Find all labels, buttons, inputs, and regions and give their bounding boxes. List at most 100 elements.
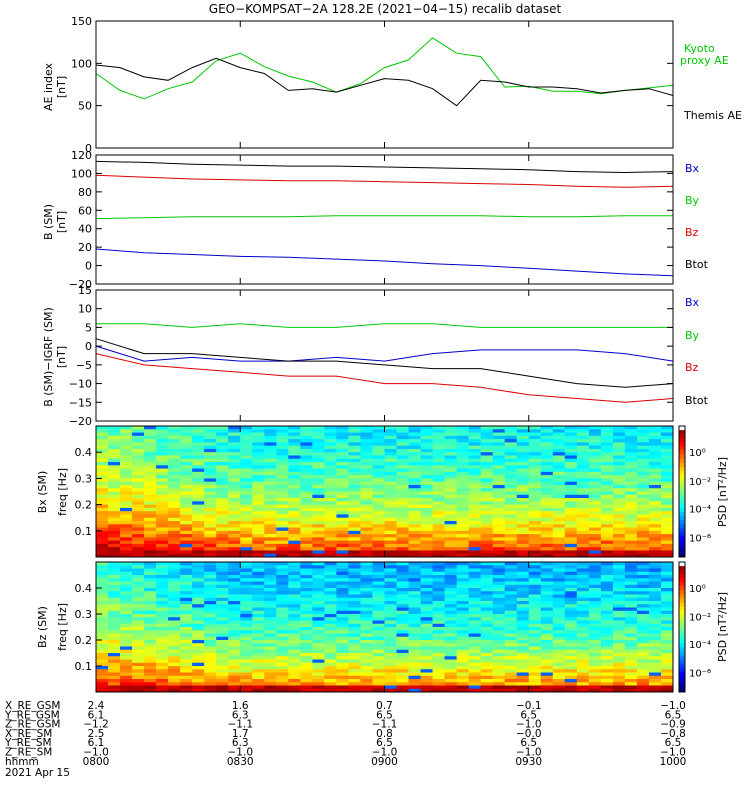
spec-bz-cell: [420, 643, 433, 647]
spec-bx-cell: [252, 442, 265, 447]
spec-bx-cell: [312, 550, 325, 555]
spec-bz-cell: [612, 662, 626, 667]
spec-bx-cell: [648, 448, 662, 453]
spec-bz-cell: [156, 597, 169, 602]
spec-bx-cell: [564, 458, 578, 463]
spec-bz-cell: [504, 568, 518, 573]
spec-bz-cell: [204, 578, 217, 582]
dbigrf-series-by: [96, 323, 673, 328]
spec-bx-cell: [396, 527, 409, 532]
spec-bz-cell: [516, 597, 530, 602]
spec-bx-cell: [144, 498, 157, 502]
spec-bx-cell: [288, 504, 301, 509]
spec-bx-cell: [228, 537, 241, 542]
spec-bx-cell: [624, 439, 638, 443]
spec-bz-cell: [624, 675, 638, 680]
spec-bx-cell: [300, 504, 313, 509]
spec-bz-cell: [468, 672, 482, 677]
spec-bx-cell: [96, 498, 109, 502]
spec-bx-cell: [612, 478, 626, 483]
spec-bx-cell: [156, 475, 169, 479]
ephemeris-cell: 6.5: [376, 737, 393, 749]
spec-bx-cell: [528, 432, 542, 437]
spec-bx-cell: [468, 475, 482, 479]
spec-bx-cell: [216, 484, 229, 489]
spec-bz-cell: [216, 604, 229, 608]
spec-bz-cell: [204, 604, 217, 608]
spec-bz-cell: [192, 649, 205, 654]
spec-bx-cell: [468, 530, 482, 535]
spec-bx-cell: [96, 507, 109, 512]
spec-bx-cell: [444, 543, 458, 548]
spec-bx-cell: [168, 514, 181, 519]
spec-bz-cell: [576, 571, 590, 576]
spec-bx-cell: [108, 534, 121, 538]
spec-bz-cell: [120, 584, 133, 589]
spec-bx-cell: [288, 471, 301, 476]
spec-bz-cell: [96, 575, 109, 579]
spec-bz-cell: [288, 653, 301, 657]
spec-bx-cell: [204, 498, 217, 502]
spec-bz-cell: [132, 679, 145, 683]
spec-bz-cell: [384, 656, 397, 660]
spec-bx-cell: [456, 491, 470, 496]
spec-bx-cell: [408, 550, 421, 555]
spec-bz-cell: [480, 682, 494, 686]
spec-bx-cell: [420, 488, 433, 492]
spec-bz-cell: [372, 633, 385, 638]
spec-bx-cell: [468, 426, 482, 430]
spec-bz-cell: [360, 581, 373, 586]
spec-bx-cell: [336, 550, 349, 555]
spec-bx-cell: [372, 498, 385, 502]
spec-bz-cell: [108, 659, 121, 664]
spec-bz-cell: [540, 640, 554, 644]
spec-bx-cell: [96, 514, 109, 519]
spec-bx-cell: [396, 530, 409, 535]
spec-bx-cell: [276, 501, 289, 505]
spec-bz-cell: [276, 685, 289, 690]
spec-bx-cell: [552, 507, 566, 512]
spec-bx-cell: [408, 520, 421, 525]
spec-bx-cell: [120, 514, 133, 519]
spec-bx-cell: [384, 488, 397, 492]
spec-bx-cell: [120, 429, 133, 433]
spec-bx-cell: [648, 432, 662, 437]
spec-bz-cell: [348, 568, 361, 573]
spec-bz-cell: [156, 614, 169, 618]
spec-bx-cell: [252, 504, 265, 509]
spec-bz-cell: [264, 640, 277, 644]
spec-bx-cell: [624, 468, 638, 473]
spec-bx-cell: [216, 491, 229, 496]
spec-bz-cell: [600, 565, 614, 569]
spec-bz-cell: [288, 575, 301, 579]
spec-bx-cell: [288, 498, 301, 502]
spec-bx-cell: [552, 442, 566, 447]
spec-bz-cell: [288, 607, 301, 612]
spec-bx-cell: [492, 429, 506, 433]
spec-bz-colorbar-step: [679, 655, 685, 660]
spec-bx-cell: [324, 452, 337, 456]
spec-bz-cell: [312, 672, 325, 677]
spec-bx-cell: [180, 491, 193, 496]
spec-bz-cell: [384, 659, 397, 664]
spec-bz-cell: [204, 610, 217, 615]
spec-bx-cell: [456, 494, 470, 499]
spec-bz-cell: [324, 682, 337, 686]
spec-bz-cell: [192, 672, 205, 677]
spec-bz-cell: [468, 601, 482, 605]
spec-bz-cell: [216, 562, 229, 566]
spec-bx-cell: [624, 543, 638, 548]
spec-bx-cell: [552, 426, 566, 430]
spec-bz-cell: [120, 666, 133, 670]
spec-bx-cell: [456, 553, 470, 558]
spec-bx-colorbar-step: [679, 516, 685, 521]
spec-bz-cell: [240, 630, 253, 634]
spec-bx-cell: [576, 520, 590, 525]
spec-bx-cell: [300, 527, 313, 532]
spec-bz-cell: [132, 597, 145, 602]
spec-bx-cell: [624, 517, 638, 522]
spec-bz-cells: [96, 562, 674, 693]
spec-bz-cell: [132, 646, 145, 651]
spec-bx-cell: [372, 527, 385, 532]
spec-bx-cell: [624, 435, 638, 440]
